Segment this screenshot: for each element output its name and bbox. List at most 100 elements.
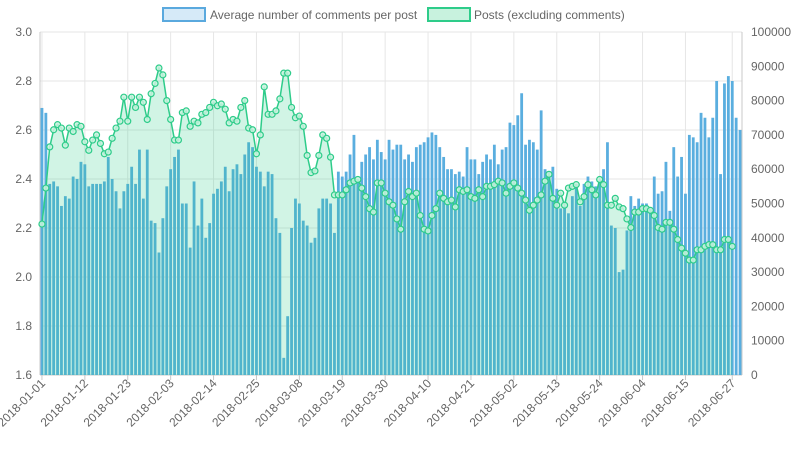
line-point[interactable] (69, 127, 77, 136)
bar[interactable] (360, 161, 364, 375)
bar[interactable] (375, 139, 379, 375)
bar[interactable] (645, 203, 648, 376)
bar[interactable] (67, 198, 71, 375)
line-point[interactable] (619, 205, 627, 213)
bar[interactable] (442, 156, 446, 375)
line-point[interactable] (163, 96, 171, 105)
bar[interactable] (707, 137, 711, 375)
bar[interactable] (578, 205, 582, 375)
bar[interactable] (305, 225, 309, 375)
line-point[interactable] (147, 90, 155, 98)
bar[interactable] (422, 142, 426, 375)
line-point[interactable] (412, 189, 420, 197)
line-point[interactable] (514, 184, 522, 192)
line-point[interactable] (479, 193, 487, 201)
line-point[interactable] (120, 93, 128, 101)
bar[interactable] (52, 181, 56, 375)
bar[interactable] (629, 196, 633, 375)
bar[interactable] (606, 142, 609, 375)
bar[interactable] (255, 166, 258, 375)
bar[interactable] (56, 186, 59, 375)
legend-item-posts[interactable]: Posts (excluding comments) (427, 7, 625, 22)
bar[interactable] (446, 169, 449, 375)
line-point[interactable] (85, 146, 93, 154)
bar[interactable] (364, 154, 368, 376)
line-point[interactable] (716, 246, 725, 254)
line-point[interactable] (342, 186, 350, 194)
line-point[interactable] (377, 179, 385, 187)
bar[interactable] (204, 237, 208, 375)
bar[interactable] (91, 183, 95, 375)
line-point[interactable] (167, 115, 175, 124)
line-point[interactable] (670, 225, 678, 233)
bar[interactable] (543, 169, 547, 375)
line-point[interactable] (128, 93, 136, 101)
bar[interactable] (508, 122, 512, 376)
bar[interactable] (266, 171, 270, 375)
bar[interactable] (586, 176, 590, 375)
line-point[interactable] (46, 143, 54, 151)
bar[interactable] (235, 164, 239, 375)
bar[interactable] (656, 193, 660, 375)
line-point[interactable] (338, 191, 346, 199)
line-point[interactable] (38, 220, 46, 228)
bar[interactable] (668, 210, 672, 375)
line-point[interactable] (155, 64, 163, 72)
bar[interactable] (691, 137, 695, 375)
bar[interactable] (208, 223, 212, 375)
bar[interactable] (126, 183, 130, 375)
bar[interactable] (83, 164, 87, 375)
line-point[interactable] (576, 198, 584, 206)
bar[interactable] (602, 169, 605, 375)
line-point[interactable] (588, 186, 596, 194)
bar[interactable] (231, 169, 235, 375)
bar[interactable] (262, 186, 266, 375)
line-point[interactable] (580, 193, 588, 201)
line-point[interactable] (525, 206, 534, 214)
line-point[interactable] (599, 181, 608, 189)
line-point[interactable] (159, 71, 167, 79)
line-point[interactable] (77, 122, 85, 130)
bar[interactable] (617, 272, 621, 375)
line-point[interactable] (139, 98, 147, 106)
bar[interactable] (180, 203, 184, 376)
line-point[interactable] (529, 201, 537, 209)
bar[interactable] (434, 134, 438, 375)
bar[interactable] (567, 213, 570, 375)
line-point[interactable] (401, 198, 409, 206)
line-point[interactable] (326, 153, 335, 161)
bar[interactable] (321, 198, 325, 375)
bar[interactable] (734, 117, 738, 375)
bar[interactable] (492, 144, 496, 375)
bar[interactable] (278, 232, 282, 375)
line-point[interactable] (537, 191, 545, 199)
bar[interactable] (251, 147, 254, 375)
line-point[interactable] (182, 107, 190, 115)
bar[interactable] (110, 179, 114, 375)
bar[interactable] (641, 203, 644, 376)
bar[interactable] (695, 142, 699, 375)
bar[interactable] (551, 166, 555, 375)
line-point[interactable] (89, 136, 97, 144)
line-point[interactable] (451, 203, 459, 211)
bar[interactable] (270, 174, 274, 375)
bar[interactable] (399, 144, 403, 375)
line-point[interactable] (358, 184, 366, 192)
line-point[interactable] (416, 211, 424, 220)
bar[interactable] (528, 139, 531, 375)
bar[interactable] (609, 225, 613, 375)
bar[interactable] (407, 154, 410, 376)
bar[interactable] (173, 156, 176, 375)
bar[interactable] (192, 181, 196, 375)
bar[interactable] (559, 208, 563, 375)
bar[interactable] (457, 171, 461, 375)
bar[interactable] (633, 205, 637, 375)
bar[interactable] (102, 181, 106, 375)
line-point[interactable] (393, 215, 401, 223)
line-point[interactable] (260, 83, 268, 91)
bar[interactable] (648, 208, 652, 375)
bar[interactable] (524, 144, 527, 375)
bar[interactable] (453, 174, 457, 375)
line-point[interactable] (533, 196, 541, 204)
bar[interactable] (473, 159, 477, 375)
